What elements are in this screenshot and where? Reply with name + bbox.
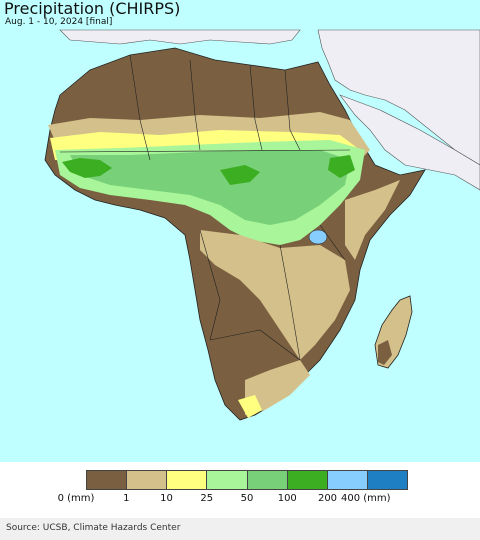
heavy-rain-west [62,158,112,178]
tropical-wet-belt [70,150,350,225]
legend-swatch [87,471,128,489]
legend-label: 10 [160,493,173,504]
source-credit: Source: UCSB, Climate Hazards Center [6,523,181,533]
legend-swatch [127,471,168,489]
legend-swatch [247,471,288,489]
arabian-peninsula [339,94,480,191]
legend-label: 25 [200,493,214,504]
heavy-rain-ethiopia [328,155,355,178]
map-panel: Precipitation (CHIRPS) Aug. 1 - 10, 2024… [0,0,480,462]
africa-precipitation-map [44,29,480,421]
map-title: Precipitation (CHIRPS) [4,0,181,18]
central-low-region [200,230,350,360]
legend-swatch [287,471,328,489]
map-subtitle: Aug. 1 - 10, 2024 [final] [5,17,113,27]
legend-swatch [167,471,208,489]
africa-dry-region [44,47,426,421]
madagascar-dry [378,340,392,365]
legend-colorbar [86,470,408,490]
heavy-rain-center [220,165,260,185]
legend-label: 50 [240,493,254,504]
south-coast-low [245,360,310,415]
south-coast-light [238,395,262,418]
east-coast-low [345,180,400,260]
europe-land [59,29,301,45]
legend-label: 0 (mm) [57,493,95,504]
legend-swatch [367,471,407,489]
middle-east-land [317,29,480,166]
legend-swatch [207,471,248,489]
footer: Source: UCSB, Climate Hazards Center [0,518,480,540]
legend-label: 200 [317,493,338,504]
legend-label: 1 [123,493,130,504]
legend-label: 400 (mm) [340,493,391,504]
legend-swatch [327,471,368,489]
lake-victoria [308,229,328,245]
country-borders [59,54,351,361]
legend-label: 100 [277,493,297,504]
